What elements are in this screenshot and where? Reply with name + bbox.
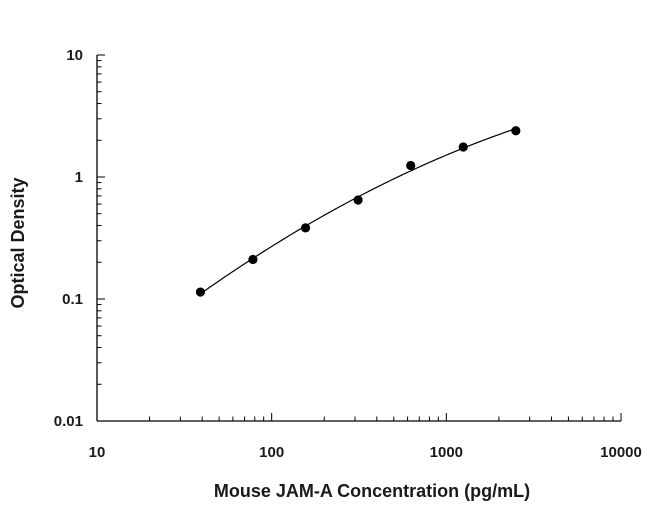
y-tick-label: 1 bbox=[75, 169, 83, 186]
data-point bbox=[406, 160, 416, 171]
data-point bbox=[300, 223, 311, 233]
x-tick-label: 100 bbox=[259, 444, 284, 461]
x-tick-label: 10 bbox=[89, 444, 106, 461]
data-point bbox=[195, 287, 206, 297]
y-tick-label: 10 bbox=[66, 47, 83, 64]
data-point bbox=[353, 195, 363, 205]
x-tick-labels: 10 100 1000 10000 bbox=[89, 444, 642, 461]
x-ticks bbox=[96, 413, 622, 421]
x-tick-label: 1000 bbox=[430, 444, 463, 461]
x-tick-label: 10000 bbox=[600, 444, 642, 461]
data-point bbox=[248, 254, 258, 265]
y-tick-label: 0.01 bbox=[54, 413, 83, 430]
data-point bbox=[458, 142, 468, 152]
fit-curve bbox=[200, 128, 517, 295]
data-point bbox=[511, 126, 521, 136]
y-ticks bbox=[97, 54, 105, 422]
axes bbox=[96, 55, 621, 422]
x-axis-title: Mouse JAM-A Concentration (pg/mL) bbox=[214, 481, 530, 501]
y-tick-label: 0.1 bbox=[62, 291, 83, 308]
y-tick-labels: 0.01 0.1 1 10 bbox=[54, 47, 83, 430]
data-points bbox=[195, 126, 521, 297]
y-axis-title: Optical Density bbox=[8, 177, 28, 308]
